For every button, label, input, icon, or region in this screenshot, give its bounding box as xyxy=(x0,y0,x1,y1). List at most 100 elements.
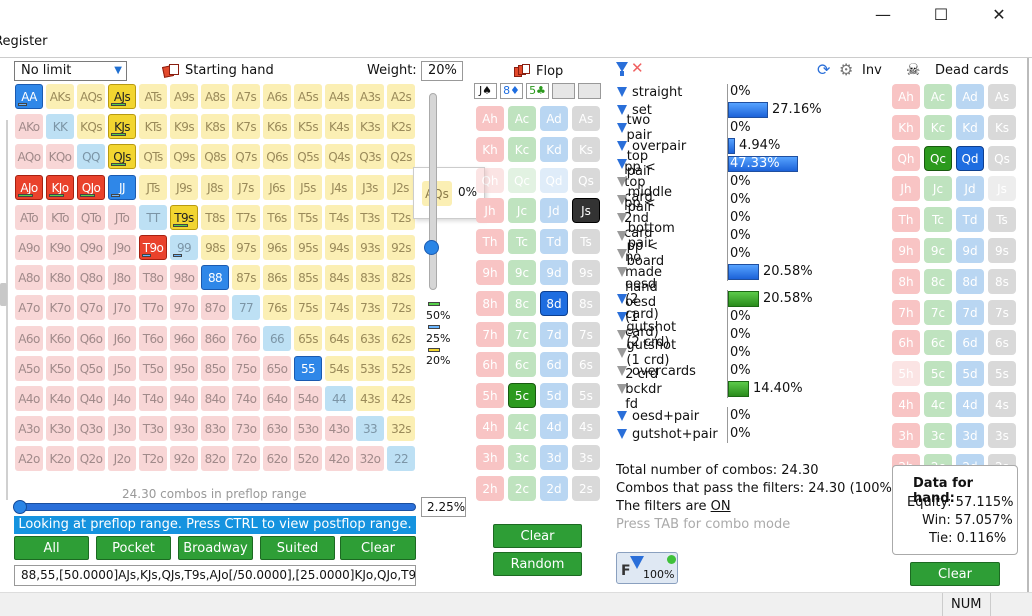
filter-made-5[interactable]: pp < top card xyxy=(616,160,660,205)
filter-funnel-icon[interactable] xyxy=(616,329,628,342)
card-6h[interactable]: 6h xyxy=(892,330,920,355)
hand-cell-T3s[interactable]: T3s xyxy=(356,205,384,230)
hand-cell-84o[interactable]: 84o xyxy=(201,386,229,411)
hand-cell-AA[interactable]: AA xyxy=(15,84,43,109)
hand-cell-K7o[interactable]: K7o xyxy=(46,295,74,320)
hand-cell-A3o[interactable]: A3o xyxy=(15,416,43,441)
hand-cell-KTs[interactable]: KTs xyxy=(139,114,167,139)
card-7h[interactable]: 7h xyxy=(476,322,504,347)
hand-cell-K5o[interactable]: K5o xyxy=(46,356,74,381)
inv-label[interactable]: Inv xyxy=(862,63,882,78)
hand-cell-97o[interactable]: 97o xyxy=(170,295,198,320)
hand-cell-QTs[interactable]: QTs xyxy=(139,144,167,169)
card-Ts[interactable]: Ts xyxy=(572,229,600,254)
filter-draw-4[interactable]: overcards xyxy=(616,362,696,380)
hand-cell-T6o[interactable]: T6o xyxy=(139,326,167,351)
hand-cell-99[interactable]: 99 xyxy=(170,235,198,260)
filter-made-7[interactable]: pp < 2nd card xyxy=(616,196,660,241)
card-9s[interactable]: 9s xyxy=(988,238,1016,263)
card-9d[interactable]: 9d xyxy=(956,238,984,263)
hand-cell-44[interactable]: 44 xyxy=(325,386,353,411)
hand-cell-QJo[interactable]: QJo xyxy=(77,175,105,200)
hand-cell-93o[interactable]: 93o xyxy=(170,416,198,441)
card-8h[interactable]: 8h xyxy=(476,291,504,316)
hand-cell-J8s[interactable]: J8s xyxy=(201,175,229,200)
filter-funnel-icon[interactable] xyxy=(616,194,627,207)
hand-cell-KQo[interactable]: KQo xyxy=(46,144,74,169)
hand-cell-T3o[interactable]: T3o xyxy=(139,416,167,441)
filter-toggle-button[interactable]: F 100% xyxy=(616,552,678,584)
hand-cell-J3s[interactable]: J3s xyxy=(356,175,384,200)
card-Th[interactable]: Th xyxy=(892,207,920,232)
card-Kh[interactable]: Kh xyxy=(476,137,504,162)
hand-cell-J7o[interactable]: J7o xyxy=(108,295,136,320)
hand-cell-Q9s[interactable]: Q9s xyxy=(170,144,198,169)
hand-cell-KTo[interactable]: KTo xyxy=(46,205,74,230)
hand-cell-K8s[interactable]: K8s xyxy=(201,114,229,139)
card-Td[interactable]: Td xyxy=(540,229,568,254)
card-Qs[interactable]: Qs xyxy=(988,146,1016,171)
hand-cell-AQo[interactable]: AQo xyxy=(15,144,43,169)
card-Jh[interactable]: Jh xyxy=(476,198,504,223)
hand-cell-A7o[interactable]: A7o xyxy=(15,295,43,320)
flop-slot-4[interactable] xyxy=(552,83,575,99)
card-Ts[interactable]: Ts xyxy=(988,207,1016,232)
hand-cell-ATs[interactable]: ATs xyxy=(139,84,167,109)
hand-cell-J7s[interactable]: J7s xyxy=(232,175,260,200)
hand-cell-96o[interactable]: 96o xyxy=(170,326,198,351)
card-6h[interactable]: 6h xyxy=(476,352,504,377)
card-3s[interactable]: 3s xyxy=(988,423,1016,448)
hand-cell-72s[interactable]: 72s xyxy=(387,295,415,320)
card-6s[interactable]: 6s xyxy=(572,352,600,377)
card-7h[interactable]: 7h xyxy=(892,300,920,325)
hand-cell-87s[interactable]: 87s xyxy=(232,265,260,290)
card-3s[interactable]: 3s xyxy=(572,445,600,470)
hand-cell-52s[interactable]: 52s xyxy=(387,356,415,381)
dead-clear-button[interactable]: Clear xyxy=(910,562,1000,586)
hand-cell-32o[interactable]: 32o xyxy=(356,446,384,471)
range-slider[interactable] xyxy=(14,503,416,511)
hand-cell-A9s[interactable]: A9s xyxy=(170,84,198,109)
hand-cell-95s[interactable]: 95s xyxy=(294,235,322,260)
hand-cell-T6s[interactable]: T6s xyxy=(263,205,291,230)
hand-cell-QQ[interactable]: QQ xyxy=(77,144,105,169)
card-5s[interactable]: 5s xyxy=(572,383,600,408)
filter-made-10[interactable]: no made hand xyxy=(616,250,669,295)
hand-cell-JTs[interactable]: JTs xyxy=(139,175,167,200)
pocket-button[interactable]: Pocket xyxy=(96,536,171,560)
hand-cell-Q9o[interactable]: Q9o xyxy=(77,235,105,260)
hand-cell-85o[interactable]: 85o xyxy=(201,356,229,381)
filter-made-2[interactable]: two pair xyxy=(616,113,657,143)
card-5h[interactable]: 5h xyxy=(892,361,920,386)
filter-funnel-icon[interactable] xyxy=(616,158,627,171)
weight-slider-handle[interactable] xyxy=(424,240,439,255)
hand-cell-A4s[interactable]: A4s xyxy=(325,84,353,109)
hand-cell-63o[interactable]: 63o xyxy=(263,416,291,441)
hand-cell-AJs[interactable]: AJs xyxy=(108,84,136,109)
hand-cell-Q5o[interactable]: Q5o xyxy=(77,356,105,381)
hand-cell-KJs[interactable]: KJs xyxy=(108,114,136,139)
card-8s[interactable]: 8s xyxy=(988,269,1016,294)
filter-made-1[interactable]: set xyxy=(616,101,652,119)
hand-cell-K3o[interactable]: K3o xyxy=(46,416,74,441)
card-5h[interactable]: 5h xyxy=(476,383,504,408)
hand-cell-63s[interactable]: 63s xyxy=(356,326,384,351)
hand-cell-74o[interactable]: 74o xyxy=(232,386,260,411)
hand-cell-96s[interactable]: 96s xyxy=(263,235,291,260)
filter-icon[interactable] xyxy=(616,62,628,76)
hand-cell-KQs[interactable]: KQs xyxy=(77,114,105,139)
hand-cell-73o[interactable]: 73o xyxy=(232,416,260,441)
hand-cell-K6o[interactable]: K6o xyxy=(46,326,74,351)
all-button[interactable]: All xyxy=(14,536,89,560)
weight-slider[interactable] xyxy=(429,93,437,290)
card-7c[interactable]: 7c xyxy=(508,322,536,347)
filter-made-0[interactable]: straight xyxy=(616,83,682,101)
range-pct-input[interactable]: 2.25% xyxy=(421,497,466,517)
card-7d[interactable]: 7d xyxy=(540,322,568,347)
card-Ad[interactable]: Ad xyxy=(540,106,568,131)
hand-cell-62o[interactable]: 62o xyxy=(263,446,291,471)
hand-cell-J3o[interactable]: J3o xyxy=(108,416,136,441)
hand-cell-K4o[interactable]: K4o xyxy=(46,386,74,411)
filter-funnel-icon[interactable] xyxy=(616,383,628,396)
card-Th[interactable]: Th xyxy=(476,229,504,254)
